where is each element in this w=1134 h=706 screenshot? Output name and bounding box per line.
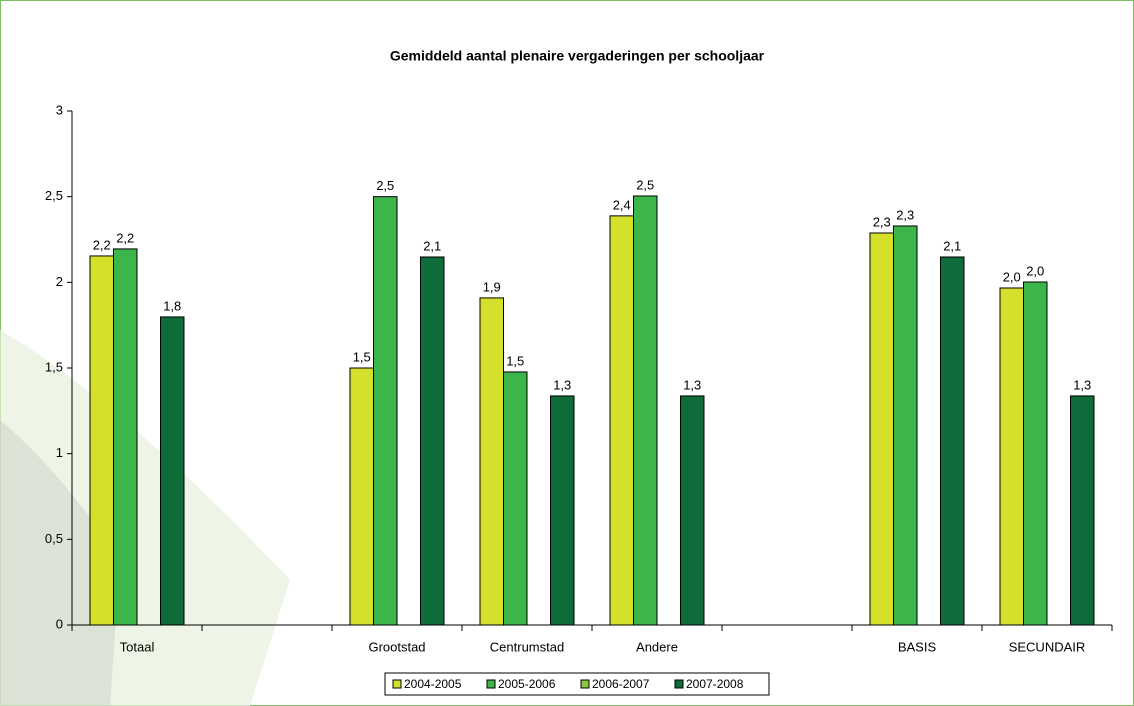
- bar: [421, 257, 445, 625]
- value-label: 2,3: [896, 207, 914, 222]
- x-tick-label: SECUNDAIR: [1009, 639, 1086, 654]
- bar: [504, 372, 528, 625]
- legend-swatch: [487, 680, 495, 688]
- value-label: 2,1: [943, 238, 961, 253]
- value-label: 1,3: [553, 377, 571, 392]
- value-label: 1,5: [353, 349, 371, 364]
- legend-swatch: [675, 680, 683, 688]
- value-label: 2,4: [613, 197, 631, 212]
- y-tick-label: 1: [56, 445, 63, 460]
- bar: [480, 298, 504, 625]
- value-label: 1,3: [1073, 377, 1091, 392]
- y-tick-label: 1,5: [45, 359, 63, 374]
- bar: [610, 216, 634, 625]
- y-tick-label: 2,5: [45, 188, 63, 203]
- chart-title: Gemiddeld aantal plenaire vergaderingen …: [390, 48, 765, 64]
- value-label: 1,8: [163, 298, 181, 313]
- bar: [870, 233, 894, 625]
- bar: [114, 249, 138, 625]
- bar: [90, 256, 114, 625]
- legend-swatch: [581, 680, 589, 688]
- bar: [941, 257, 965, 625]
- value-label: 2,5: [636, 177, 654, 192]
- value-label: 2,2: [93, 237, 111, 252]
- bar: [634, 196, 658, 625]
- bar: [1000, 288, 1024, 625]
- x-tick-label: Centrumstad: [490, 639, 564, 654]
- value-label: 2,3: [873, 214, 891, 229]
- bar: [1071, 396, 1095, 625]
- value-label: 1,3: [683, 377, 701, 392]
- x-tick-label: Andere: [636, 639, 678, 654]
- legend-label: 2004-2005: [404, 677, 462, 691]
- y-tick-label: 0,5: [45, 531, 63, 546]
- value-label: 1,5: [506, 353, 524, 368]
- value-label: 2,5: [376, 178, 394, 193]
- bar: [681, 396, 705, 625]
- x-tick-label: Grootstad: [368, 639, 425, 654]
- bar: [161, 317, 185, 625]
- y-tick-label: 3: [56, 102, 63, 117]
- value-label: 1,9: [483, 279, 501, 294]
- bar: [894, 226, 918, 625]
- legend-label: 2005-2006: [498, 677, 556, 691]
- bar: [350, 368, 374, 625]
- value-label: 2,1: [423, 238, 441, 253]
- y-tick-label: 0: [56, 616, 63, 631]
- legend-swatch: [393, 680, 401, 688]
- bar: [374, 197, 398, 625]
- legend-label: 2007-2008: [686, 677, 744, 691]
- value-label: 2,2: [116, 230, 134, 245]
- y-tick-label: 2: [56, 274, 63, 289]
- bar: [551, 396, 575, 625]
- value-label: 2,0: [1026, 263, 1044, 278]
- bar: [1024, 282, 1048, 625]
- legend-label: 2006-2007: [592, 677, 650, 691]
- x-tick-label: BASIS: [898, 639, 937, 654]
- x-tick-label: Totaal: [120, 639, 155, 654]
- value-label: 2,0: [1003, 269, 1021, 284]
- chart: Gemiddeld aantal plenaire vergaderingen …: [0, 0, 1134, 706]
